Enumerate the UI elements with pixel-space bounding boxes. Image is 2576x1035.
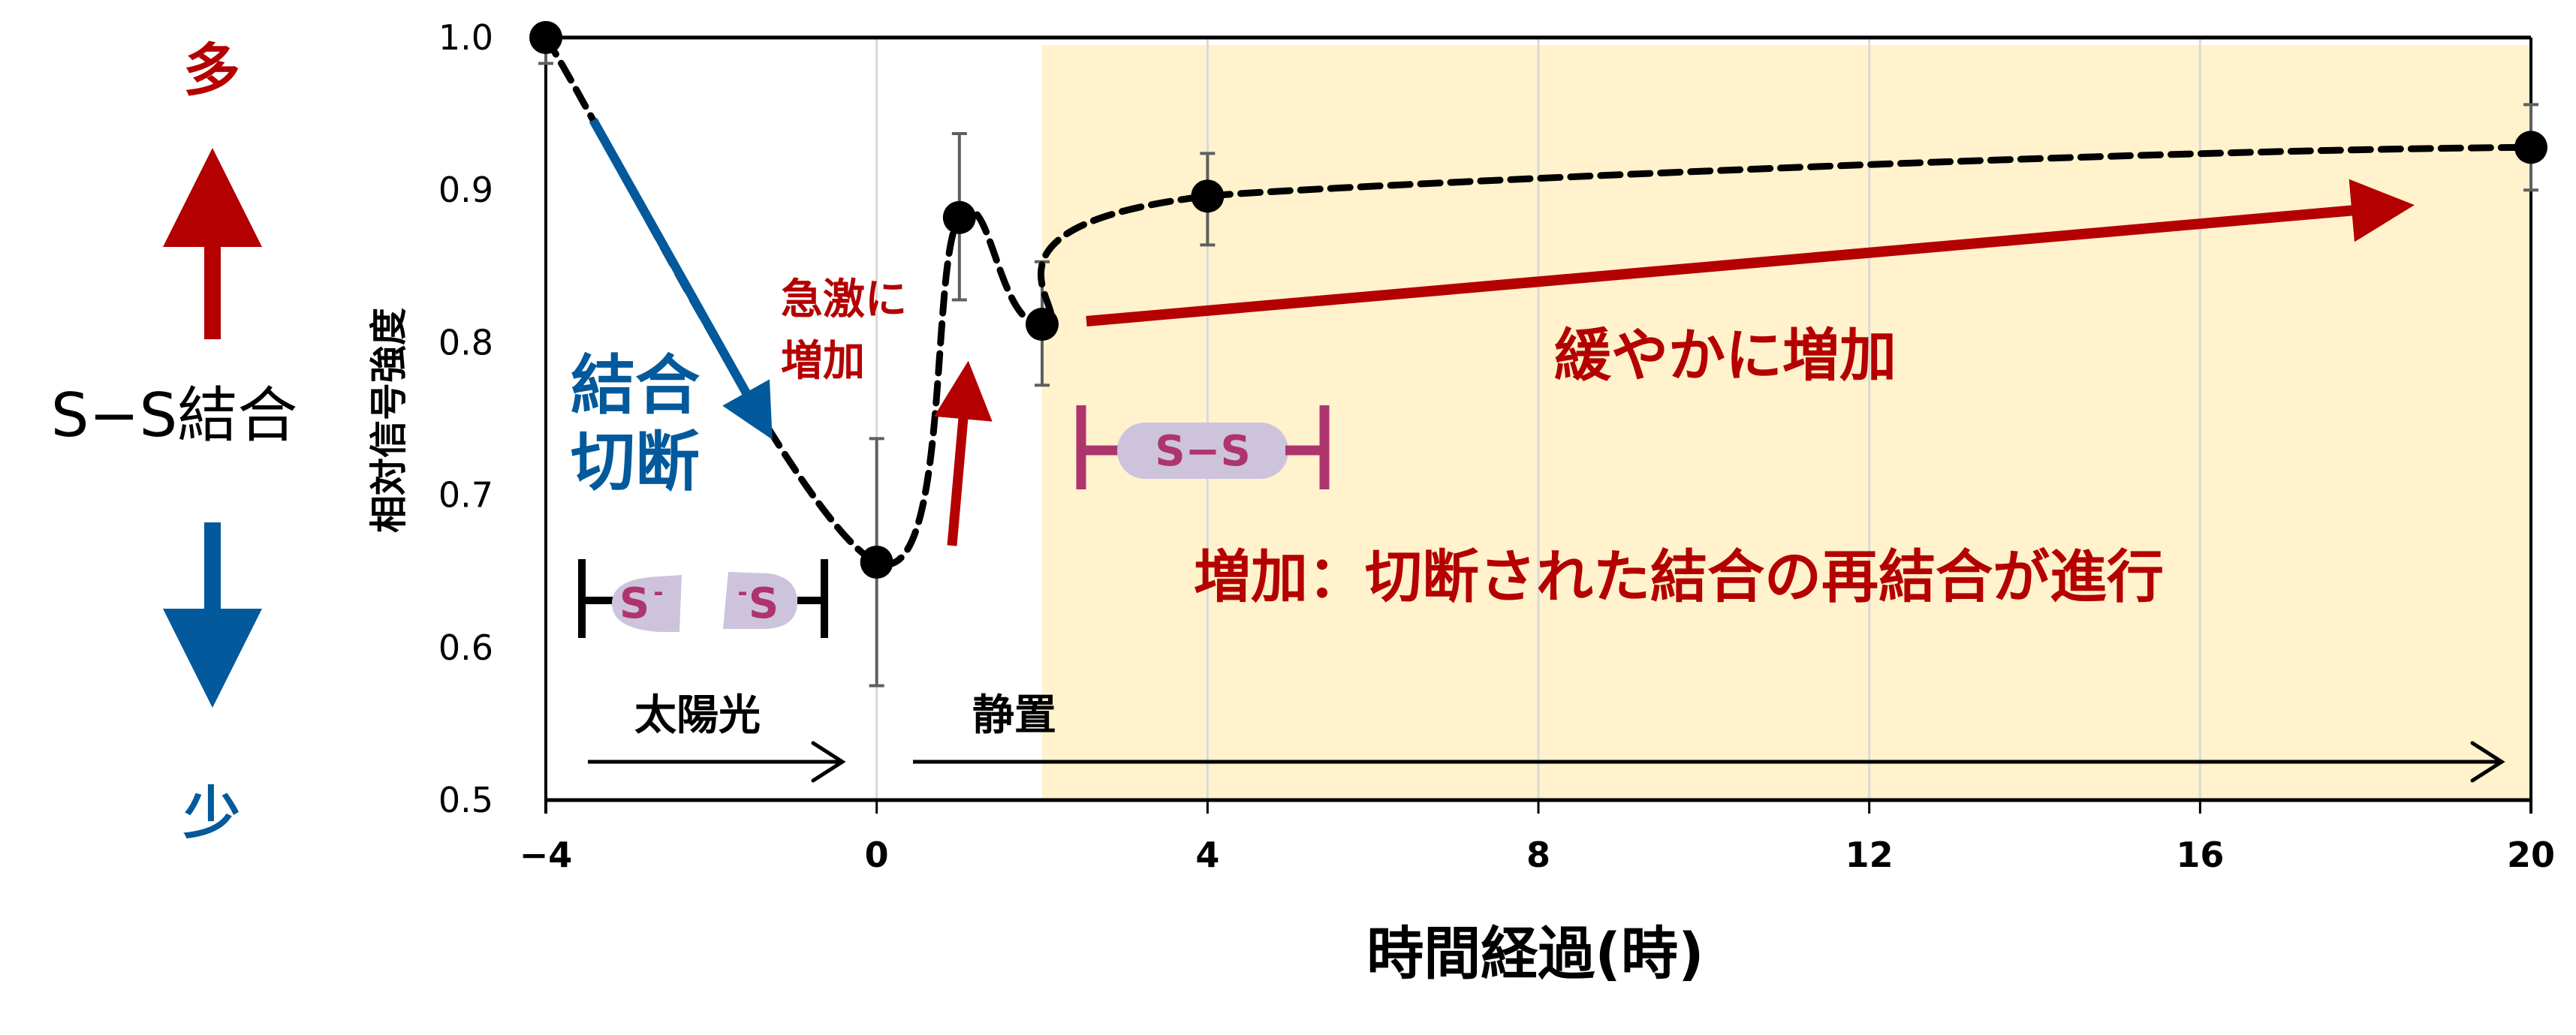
y-tick-label: 1.0	[438, 17, 493, 58]
x-tick-label: 20	[2507, 835, 2555, 875]
y-tick-label: 0.6	[438, 627, 493, 668]
x-tick-labels: −4 0 4 8 12 16 20	[520, 835, 2555, 875]
x-tick-label: 4	[1195, 835, 1219, 875]
rapid-increase-line1: 急激に	[781, 275, 907, 324]
data-point	[1026, 308, 1059, 341]
broken-s-right: S	[749, 579, 779, 628]
data-point	[860, 546, 893, 579]
x-tick-label: 12	[1845, 835, 1894, 875]
rebinding-label: 増加：切断された結合の再結合が進行	[1194, 543, 2164, 610]
y-tick-label: 0.9	[438, 170, 493, 210]
data-markers	[529, 21, 2547, 579]
y-tick-labels: 0.5 0.6 0.7 0.8 0.9 1.0	[438, 17, 493, 820]
y-tick-label: 0.5	[438, 780, 493, 820]
svg-text:-: -	[653, 578, 663, 606]
data-point	[529, 21, 562, 54]
sunlight-arrow	[588, 741, 846, 783]
more-label: 多	[183, 37, 240, 104]
y-axis-title: 相対信号強度	[367, 308, 411, 533]
x-tick-label: 0	[865, 835, 889, 875]
x-axis-title: 時間経過(時)	[1366, 920, 1704, 987]
rapid-increase-arrow	[934, 360, 993, 546]
rapid-increase-line2: 増加	[781, 337, 865, 386]
x-tick-label: 16	[2176, 835, 2224, 875]
cleavage-label-line2: 切断	[571, 425, 700, 500]
gradual-increase-arrow	[1086, 179, 2415, 326]
rest-arrow	[913, 741, 2505, 783]
gradual-increase-label: 緩やかに増加	[1554, 322, 1897, 389]
x-tick-label: −4	[520, 835, 573, 875]
sunlight-label: 太陽光	[634, 691, 761, 740]
data-point	[2514, 131, 2547, 164]
bonded-ss-label: S−S	[1155, 427, 1251, 476]
cleavage-label-line1: 結合	[571, 348, 700, 423]
broken-bond-icon: S - S -	[578, 559, 828, 638]
data-curve	[542, 34, 2535, 568]
bonded-ss-icon: S−S	[1076, 405, 1330, 489]
data-point	[1191, 179, 1225, 213]
data-point	[942, 200, 976, 234]
svg-text:-: -	[737, 578, 747, 606]
y-tick-label: 0.8	[438, 322, 493, 363]
y-tick-label: 0.7	[438, 475, 493, 516]
cleavage-arrow	[589, 118, 773, 440]
resting-period-shading	[1042, 45, 2531, 799]
rest-label: 静置	[972, 691, 1056, 740]
less-label: 少	[183, 780, 240, 847]
broken-s-left: S	[619, 579, 649, 628]
ss-bond-title: S−S結合	[51, 381, 298, 450]
axes	[544, 35, 2532, 814]
x-tick-label: 8	[1526, 835, 1550, 875]
